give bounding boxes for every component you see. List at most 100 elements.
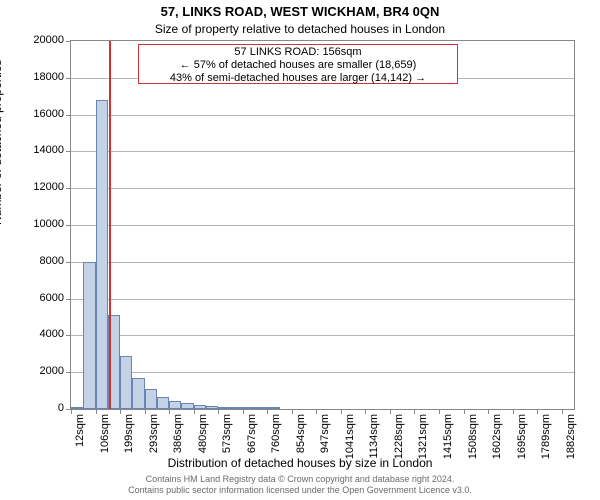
x-tick-label: 1789sqm <box>540 414 552 459</box>
x-tick-label: 1228sqm <box>393 414 405 459</box>
y-tick-label: 20000 <box>24 34 64 46</box>
histogram-bar <box>231 407 243 409</box>
grid-line <box>71 188 574 189</box>
x-tick-label: 386sqm <box>172 414 184 453</box>
x-tick-label: 1321sqm <box>417 414 429 459</box>
y-tick <box>66 262 71 263</box>
grid-line <box>71 299 574 300</box>
x-tick <box>513 409 514 414</box>
x-tick-label: 293sqm <box>148 414 160 453</box>
x-tick <box>145 409 146 414</box>
histogram-bar <box>169 401 181 409</box>
x-tick-label: 1041sqm <box>344 414 356 459</box>
histogram-bar <box>83 262 95 409</box>
x-tick <box>267 409 268 414</box>
histogram-bar <box>157 397 169 409</box>
histogram-bar <box>206 406 218 409</box>
grid-line <box>71 372 574 373</box>
histogram-bar <box>145 389 157 409</box>
x-tick <box>488 409 489 414</box>
y-tick <box>66 372 71 373</box>
y-tick <box>66 115 71 116</box>
footer-line-1: Contains HM Land Registry data © Crown c… <box>0 474 600 485</box>
grid-line <box>71 335 574 336</box>
x-tick <box>243 409 244 414</box>
x-tick <box>292 409 293 414</box>
x-tick-label: 1882sqm <box>565 414 577 459</box>
x-tick-label: 854sqm <box>295 414 307 453</box>
x-tick <box>316 409 317 414</box>
x-tick <box>537 409 538 414</box>
x-tick-label: 1695sqm <box>516 414 528 459</box>
callout-line-1: 57 LINKS ROAD: 156sqm <box>139 46 457 59</box>
x-tick-label: 1602sqm <box>491 414 503 459</box>
histogram-bar <box>71 407 83 409</box>
x-tick-label: 12sqm <box>74 414 86 447</box>
x-tick <box>218 409 219 414</box>
callout-line-3: 43% of semi-detached houses are larger (… <box>139 72 457 85</box>
callout-box: 57 LINKS ROAD: 156sqm ← 57% of detached … <box>138 44 458 84</box>
y-axis-label: Number of detached properties <box>0 60 4 225</box>
y-tick-label: 12000 <box>24 181 64 193</box>
histogram-bar <box>120 356 132 409</box>
y-tick <box>66 188 71 189</box>
y-tick <box>66 225 71 226</box>
x-tick <box>120 409 121 414</box>
y-tick-label: 4000 <box>24 328 64 340</box>
x-tick-label: 667sqm <box>246 414 258 453</box>
x-tick-label: 199sqm <box>123 414 135 453</box>
grid-line <box>71 151 574 152</box>
grid-line <box>71 115 574 116</box>
x-tick <box>414 409 415 414</box>
chart-sub-title: Size of property relative to detached ho… <box>0 22 600 36</box>
x-axis-label: Distribution of detached houses by size … <box>0 456 600 470</box>
x-tick-label: 480sqm <box>197 414 209 453</box>
plot-area <box>70 40 575 410</box>
footer-attribution: Contains HM Land Registry data © Crown c… <box>0 474 600 496</box>
y-tick <box>66 151 71 152</box>
x-tick-label: 1134sqm <box>368 414 380 458</box>
x-tick-label: 760sqm <box>270 414 282 453</box>
x-tick-label: 1415sqm <box>442 414 454 459</box>
x-tick-label: 573sqm <box>221 414 233 453</box>
y-tick-label: 2000 <box>24 365 64 377</box>
y-tick <box>66 299 71 300</box>
y-tick-label: 8000 <box>24 255 64 267</box>
x-tick <box>71 409 72 414</box>
x-tick <box>96 409 97 414</box>
histogram-bar <box>243 407 255 409</box>
x-tick-label: 106sqm <box>99 414 111 453</box>
x-tick-label: 947sqm <box>319 414 331 453</box>
y-tick-label: 0 <box>24 402 64 414</box>
grid-line <box>71 262 574 263</box>
property-marker-line <box>109 41 111 409</box>
histogram-bar <box>132 378 144 409</box>
x-tick <box>194 409 195 414</box>
chart-container: 57, LINKS ROAD, WEST WICKHAM, BR4 0QN Si… <box>0 0 600 500</box>
x-tick <box>169 409 170 414</box>
callout-line-2: ← 57% of detached houses are smaller (18… <box>139 59 457 72</box>
x-tick <box>464 409 465 414</box>
x-tick <box>341 409 342 414</box>
chart-main-title: 57, LINKS ROAD, WEST WICKHAM, BR4 0QN <box>0 4 600 19</box>
x-tick <box>390 409 391 414</box>
x-tick <box>439 409 440 414</box>
y-tick <box>66 335 71 336</box>
x-tick <box>365 409 366 414</box>
histogram-bar <box>218 407 230 409</box>
y-tick-label: 18000 <box>24 71 64 83</box>
footer-line-2: Contains public sector information licen… <box>0 485 600 496</box>
histogram-bar <box>181 403 193 409</box>
histogram-bar <box>194 405 206 409</box>
histogram-bar <box>255 407 267 409</box>
y-tick <box>66 41 71 42</box>
histogram-bar <box>96 100 108 409</box>
y-tick <box>66 78 71 79</box>
y-tick-label: 10000 <box>24 218 64 230</box>
x-tick-label: 1508sqm <box>467 414 479 459</box>
y-tick-label: 6000 <box>24 292 64 304</box>
grid-line <box>71 225 574 226</box>
y-tick-label: 16000 <box>24 108 64 120</box>
y-tick-label: 14000 <box>24 144 64 156</box>
histogram-bar <box>267 407 279 409</box>
